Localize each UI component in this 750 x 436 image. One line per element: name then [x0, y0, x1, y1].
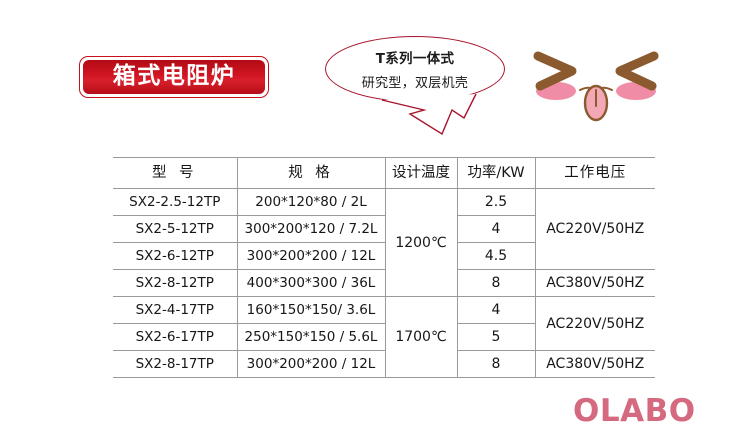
cell-power: 8 [456, 350, 535, 378]
cell-model: SX2-2.5-12TP [113, 188, 237, 216]
product-title-badge-fill: 箱式电阻炉 [83, 60, 265, 94]
cell-spec: 160*150*150/ 3.6L [236, 296, 385, 324]
product-title-text: 箱式电阻炉 [112, 62, 236, 89]
column-header-power: 功率/KW [456, 157, 535, 189]
cell-spec: 250*150*150 / 5.6L [236, 323, 385, 351]
table-row: SX2-8-17TP 300*200*200 / 12L 8 AC380V/50… [113, 350, 655, 378]
table-row: SX2-6-12TP 300*200*200 / 12L 4.5 [113, 242, 655, 270]
column-header-spec: 规 格 [236, 157, 385, 189]
cell-power: 8 [456, 269, 535, 297]
right-eye-icon [615, 51, 659, 91]
table-row: SX2-5-12TP 300*200*120 / 7.2L 4 [113, 215, 655, 243]
cell-model: SX2-8-17TP [113, 350, 237, 378]
speech-bubble-text: T系列一体式 研究型，双层机壳 [325, 36, 505, 102]
cell-power: 5 [456, 323, 535, 351]
specification-table: 型 号 规 格 设计温度 功率/KW 工作电压 SX2-2.5-12TP 200… [113, 157, 655, 378]
cell-spec: 300*200*200 / 12L [236, 242, 385, 270]
cell-model: SX2-8-12TP [113, 269, 237, 297]
cell-power: 4 [456, 296, 535, 324]
cell-model: SX2-5-12TP [113, 215, 237, 243]
table-row: SX2-6-17TP 250*150*150 / 5.6L 5 [113, 323, 655, 351]
cell-spec: 400*300*300 / 36L [236, 269, 385, 297]
left-eye-icon [533, 51, 577, 91]
cell-model: SX2-4-17TP [113, 296, 237, 324]
speech-bubble-tail-icon [381, 93, 477, 136]
table-row: SX2-8-12TP 400*300*300 / 36L 8 AC380V/50… [113, 269, 655, 297]
cell-power: 2.5 [456, 188, 535, 216]
cell-model: SX2-6-17TP [113, 323, 237, 351]
table-row: SX2-4-17TP 160*150*150/ 3.6L 1700℃ 4 AC2… [113, 296, 655, 378]
cell-power: 4.5 [456, 242, 535, 270]
speech-bubble-line-2: 研究型，双层机壳 [361, 76, 469, 91]
brand-logo: OLABO [573, 393, 696, 429]
speech-bubble: T系列一体式 研究型，双层机壳 [325, 36, 505, 136]
cell-temp: 1700℃ [384, 296, 457, 378]
table-header-row: 型 号 规 格 设计温度 功率/KW 工作电压 [113, 157, 655, 189]
column-header-temp: 设计温度 [384, 157, 457, 189]
cartoon-face-decoration [533, 51, 659, 122]
speech-bubble-line-1: T系列一体式 [375, 51, 455, 67]
speech-bubble-outline [325, 36, 505, 102]
column-header-model: 型 号 [113, 157, 237, 189]
cell-voltage: AC380V/50HZ [534, 269, 655, 297]
cell-voltage: AC220V/50HZ [534, 188, 655, 270]
cell-model: SX2-6-12TP [113, 242, 237, 270]
cell-voltage: AC220V/50HZ [534, 296, 655, 351]
product-title-badge: 箱式电阻炉 [79, 56, 269, 98]
column-header-voltage: 工作电压 [534, 157, 655, 189]
cell-temp: 1200℃ [384, 188, 457, 297]
specification-table-container: 型 号 规 格 设计温度 功率/KW 工作电压 SX2-2.5-12TP 200… [113, 157, 655, 378]
cell-spec: 200*120*80 / 2L [236, 188, 385, 216]
cell-spec: 300*200*120 / 7.2L [236, 215, 385, 243]
cell-power: 4 [456, 215, 535, 243]
table-row: SX2-2.5-12TP 200*120*80 / 2L 1200℃ 2.5 A… [113, 188, 655, 297]
cell-voltage: AC380V/50HZ [534, 350, 655, 378]
cell-spec: 300*200*200 / 12L [236, 350, 385, 378]
